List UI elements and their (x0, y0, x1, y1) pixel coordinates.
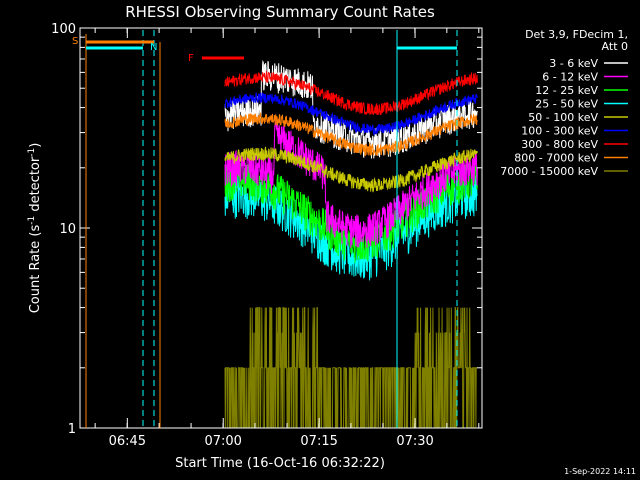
legend-entry-label: 25 - 50 keV (535, 98, 598, 111)
legend-header: Det 3,9, FDecim 1, (525, 28, 628, 41)
legend-entry-label: 6 - 12 keV (542, 71, 598, 84)
x-tick-label: 07:15 (300, 434, 337, 449)
legend-entry-label: 7000 - 15000 keV (500, 165, 598, 178)
legend-entry-label: 800 - 7000 keV (514, 152, 598, 165)
series-line-800-7000-kev (224, 112, 478, 157)
series-line-100-300-kev (224, 92, 478, 136)
y-axis-label: Count Rate (s-1 detector-1) (27, 143, 43, 314)
timestamp: 1-Sep-2022 14:11 (564, 467, 636, 476)
annotation-f: F (188, 53, 194, 64)
series-line-6-12-kev (224, 121, 478, 248)
chart-title: RHESSI Observing Summary Count Rates (125, 3, 435, 21)
series-line-50-100-kev (224, 146, 478, 193)
plot-axes: 1 10 100 06:45 07:00 07:15 07:30 (51, 22, 483, 449)
annotation-n: N (150, 42, 157, 53)
x-tick-label: 06:45 (109, 434, 146, 449)
y-tick-label: 100 (51, 22, 76, 37)
legend-entry-label: 100 - 300 keV (521, 125, 598, 138)
y-tick-label: 10 (59, 222, 76, 237)
y-tick-label: 1 (68, 422, 76, 437)
x-axis-label: Start Time (16-Oct-16 06:32:22) (175, 456, 385, 471)
legend-entry-label: 300 - 800 keV (521, 138, 598, 151)
x-tick-label: 07:30 (396, 434, 433, 449)
series-line-25-50-kev (224, 175, 478, 281)
annotation-s: S (72, 36, 78, 47)
legend-entry-label: 12 - 25 keV (535, 84, 598, 97)
legend-header: Att 0 (602, 40, 628, 53)
legend-entry-label: 3 - 6 keV (549, 57, 598, 70)
legend-entry-label: 50 - 100 keV (528, 111, 598, 124)
x-tick-label: 07:00 (204, 434, 241, 449)
series-line-300-800-kev (224, 70, 478, 116)
